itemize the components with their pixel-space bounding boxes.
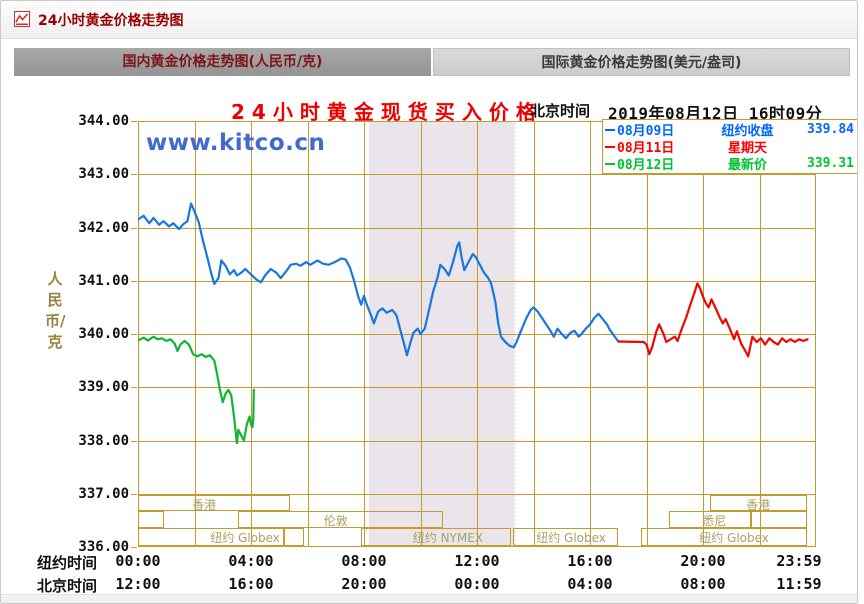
x-tick-label: 08:00 <box>680 575 726 593</box>
legend-value: 339.31 <box>807 156 854 171</box>
legend-row-latest: 08月12日 最新价 339.31 <box>605 155 854 173</box>
legend-date: 08月09日 <box>617 124 675 139</box>
legend-value: 339.84 <box>807 122 854 137</box>
session-label: 纽约 NYMEX <box>412 531 484 545</box>
y-axis-unit-label: 人民币/克 <box>45 270 66 351</box>
session-box <box>640 528 807 546</box>
session-label: 香港 <box>746 498 771 512</box>
y-tick-mark <box>131 387 137 389</box>
x-tick-label: 12:00 <box>115 575 161 593</box>
session-box <box>512 528 619 546</box>
y-tick-label: 339.00 <box>78 379 129 396</box>
y-tick-label: 342.00 <box>78 219 129 236</box>
widget-title: 24小时黄金价格走势图 <box>38 13 184 29</box>
y-tick-label: 343.00 <box>78 166 129 183</box>
legend-date: 08月11日 <box>617 141 675 156</box>
x-axis-beijing-time-label: 北京时间 <box>37 577 98 595</box>
market-session-bars: 香港 香港伦敦 悉尼纽约 Globex 纽约 NYMEX 纽约 Globex 纽约 Glo… <box>138 121 816 547</box>
legend-swatch-green <box>605 162 615 165</box>
x-tick-label: 23:59 <box>776 552 822 570</box>
legend-row-sunday: 08月11日 星期天 <box>605 138 854 156</box>
legend-label: 纽约收盘 <box>721 124 774 139</box>
legend-label: 最新价 <box>727 158 767 173</box>
kitco-watermark: www.kitco.cn <box>146 130 326 156</box>
legend-label: 星期天 <box>727 141 767 156</box>
widget-header: 24小时黄金价格走势图 <box>1 1 857 39</box>
x-tick-label: 00:00 <box>115 552 161 570</box>
y-tick-label: 336.00 <box>78 539 129 555</box>
x-axis-ny-time-label: 纽约时间 <box>37 554 98 572</box>
x-tick-label: 04:00 <box>228 552 274 570</box>
y-tick-label: 344.00 <box>78 113 129 129</box>
session-box <box>669 511 752 528</box>
legend-swatch-blue <box>605 128 615 131</box>
y-tick-mark <box>131 440 137 442</box>
session-box <box>710 495 807 511</box>
chart-title: 24小时黄金现货买入价格 <box>231 100 543 124</box>
y-tick-mark <box>131 547 137 548</box>
tab-domestic-gold-cny[interactable]: 国内黄金价格走势图(人民币/克) <box>14 48 431 76</box>
y-tick-mark <box>131 174 137 176</box>
tab-international-gold-usd[interactable]: 国际黄金价格走势图(美元/盎司) <box>433 48 850 76</box>
y-tick-mark <box>131 121 137 122</box>
session-box <box>138 511 164 528</box>
legend-swatch-red <box>605 145 615 148</box>
session-box <box>284 528 305 546</box>
session-label: 伦敦 <box>323 514 348 528</box>
session-label: 纽约 Globex <box>699 531 769 545</box>
session-box <box>361 528 511 546</box>
session-label: 纽约 Globex <box>536 531 606 545</box>
legend-row-close: 08月09日 纽约收盘 339.84 <box>605 121 854 139</box>
x-tick-label: 20:00 <box>680 552 726 570</box>
y-tick-mark <box>131 227 137 229</box>
session-box <box>751 511 807 528</box>
y-tick-mark <box>131 334 137 335</box>
session-box <box>138 528 285 546</box>
session-label: 香港 <box>192 498 217 512</box>
y-tick-label: 341.00 <box>78 272 129 289</box>
y-tick-label: 338.00 <box>78 432 129 449</box>
session-box <box>138 495 290 511</box>
price-line <box>138 335 255 445</box>
chart-datetime: 2019年08月12日 16时09分 <box>608 104 823 123</box>
x-tick-label: 12:00 <box>454 552 500 570</box>
x-tick-label: 04:00 <box>567 575 613 593</box>
price-line <box>617 282 809 358</box>
line-chart-icon <box>14 11 30 27</box>
session-label: 纽约 Globex <box>210 531 280 545</box>
x-tick-label: 08:00 <box>341 552 387 570</box>
beijing-time-label: 北京时间 <box>530 102 591 120</box>
price-series <box>138 202 809 445</box>
legend-date: 08月12日 <box>617 158 675 173</box>
y-tick-mark <box>131 280 137 282</box>
legend-box: 08月09日 纽约收盘 339.84 08月11日 星期天 08月12日 最新价… <box>602 119 857 174</box>
session-box <box>238 511 444 528</box>
x-tick-label: 16:00 <box>228 575 274 593</box>
bottom-strip <box>1 594 857 603</box>
x-tick-label: 00:00 <box>454 575 500 593</box>
plot-area: 香港 香港伦敦 悉尼纽约 Globex 纽约 NYMEX 纽约 Globex 纽约 Glo… <box>138 121 816 547</box>
price-line <box>138 202 620 357</box>
x-tick-label: 16:00 <box>567 552 613 570</box>
y-tick-label: 340.00 <box>78 326 129 342</box>
y-tick-mark <box>131 493 137 495</box>
x-tick-label: 11:59 <box>776 575 822 593</box>
x-tick-label: 20:00 <box>341 575 387 593</box>
session-label: 悉尼 <box>702 514 727 528</box>
y-tick-label: 337.00 <box>78 485 129 502</box>
